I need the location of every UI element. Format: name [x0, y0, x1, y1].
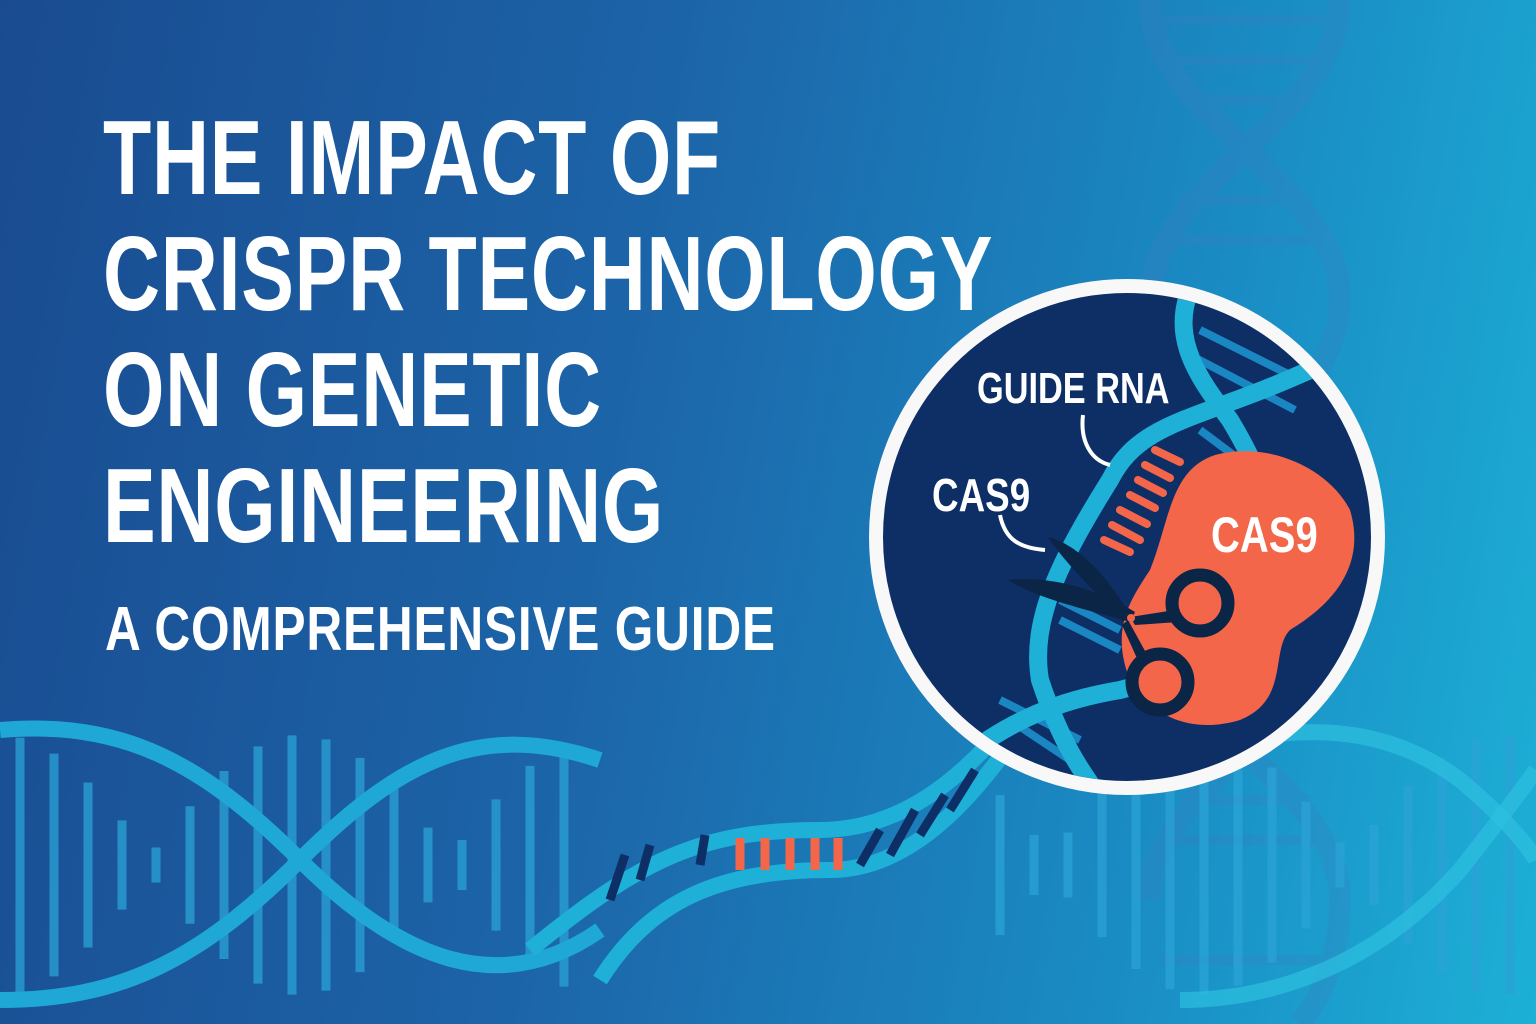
scissors-icon: [1008, 537, 1235, 717]
guide-rna-bases: [1100, 446, 1184, 556]
cas9-label: CAS9: [932, 469, 1031, 521]
edited-base-pairs: [735, 838, 843, 870]
guide-rna-label: GUIDE RNA: [977, 364, 1170, 413]
page-title: THE IMPACT OF CRISPR TECHNOLOGY ON GENET…: [103, 100, 993, 564]
title-line-4: ENGINEERING: [103, 447, 665, 565]
subtitle: A COMPREHENSIVE GUIDE: [105, 595, 776, 664]
title-line-2: CRISPR TECHNOLOGY: [103, 215, 994, 333]
cas9-protein-label: CAS9: [1211, 507, 1318, 563]
title-line-1: THE IMPACT OF: [103, 99, 722, 217]
bottom-helix-icon: [0, 695, 1536, 1008]
title-line-3: ON GENETIC: [103, 331, 602, 449]
